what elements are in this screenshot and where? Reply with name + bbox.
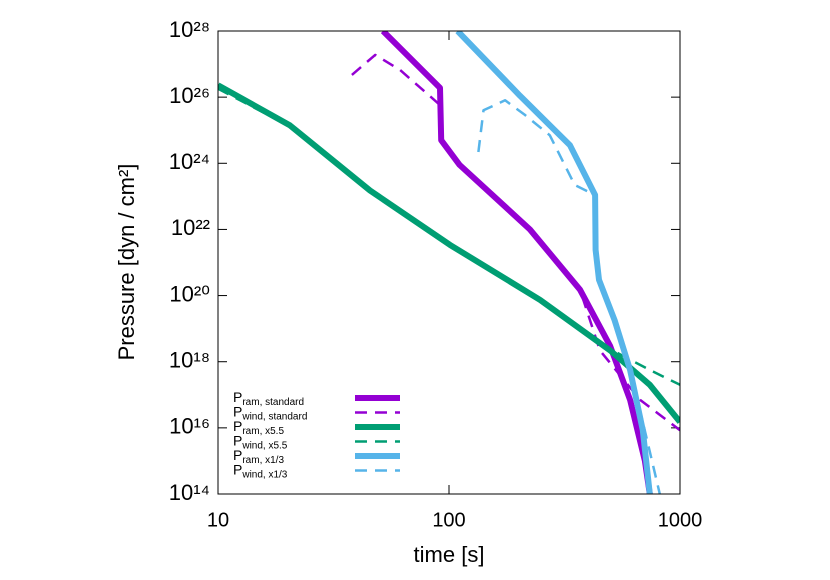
legend-label: Pwind, x5.5 xyxy=(233,432,288,451)
y-tick-label: 10²² xyxy=(171,215,210,240)
y-tick-label: 10²⁸ xyxy=(169,17,210,42)
x-tick-label: 100 xyxy=(432,509,465,531)
x-axis-label: time [s] xyxy=(414,542,485,567)
y-tick-label: 10²⁰ xyxy=(169,281,210,306)
x-tick-label: 10 xyxy=(207,509,229,531)
series-line xyxy=(351,53,680,432)
y-axis-label: Pressure [dyn / cm²] xyxy=(114,164,139,361)
legend-label: Pram, x1/3 xyxy=(233,447,284,466)
y-tick-label: 10¹⁸ xyxy=(169,348,210,373)
series-line xyxy=(477,99,662,494)
y-tick-label: 10¹⁶ xyxy=(169,414,210,439)
legend-label: Pram, standard xyxy=(233,389,304,408)
legend-label: Pwind, x1/3 xyxy=(233,461,288,480)
series-line xyxy=(380,31,653,494)
y-tick-label: 10²⁶ xyxy=(169,83,210,108)
legend-label: Pwind, standard xyxy=(233,403,307,422)
series-line xyxy=(218,87,680,386)
y-tick-label: 10¹⁴ xyxy=(169,480,210,505)
x-tick-label: 1000 xyxy=(658,509,703,531)
y-tick-label: 10²⁴ xyxy=(169,149,210,174)
plot-frame xyxy=(217,30,681,495)
series-line xyxy=(218,82,680,424)
legend-label: Pram, x5.5 xyxy=(233,418,284,437)
